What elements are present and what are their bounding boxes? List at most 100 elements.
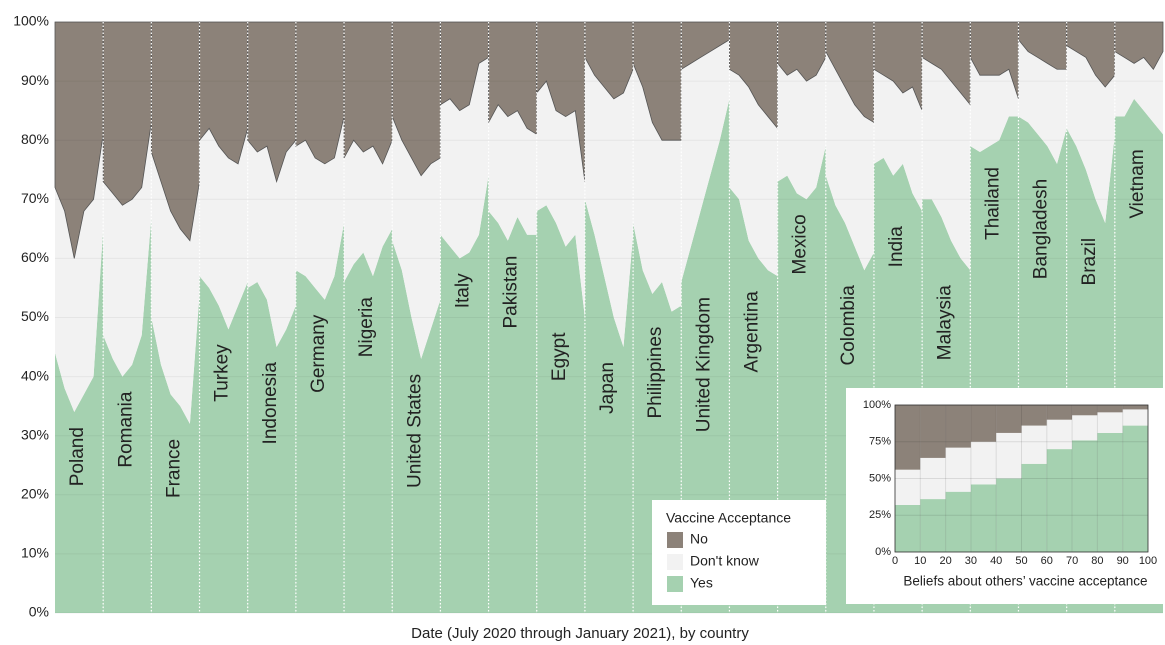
legend-label: Don't know (690, 553, 760, 569)
bar-2 (996, 478, 1022, 552)
y-tick-label: 10% (21, 545, 49, 561)
bar-1 (1122, 409, 1148, 426)
area-2 (392, 240, 441, 614)
x-tick-label: 0 (892, 555, 898, 567)
x-axis-label: Date (July 2020 through January 2021), b… (411, 625, 749, 642)
x-axis-label: Beliefs about others’ vaccine acceptance (903, 574, 1147, 589)
area-1 (922, 57, 971, 271)
country-label: United States (404, 374, 425, 488)
area-1 (633, 63, 682, 312)
country-label: Mexico (790, 214, 811, 274)
y-tick-label: 0% (29, 604, 49, 620)
country-label: Argentina (742, 291, 763, 373)
x-tick-label: 10 (914, 555, 926, 567)
y-tick-label: 70% (21, 190, 49, 206)
bar-0 (920, 405, 946, 458)
x-tick-label: 50 (1015, 555, 1027, 567)
x-tick-label: 40 (990, 555, 1002, 567)
area-2 (295, 222, 345, 613)
bar-0 (1021, 405, 1047, 426)
bar-0 (970, 405, 997, 442)
area-2 (681, 98, 730, 613)
area-0 (1114, 21, 1164, 70)
bar-1 (895, 469, 921, 505)
country-label: Vietnam (1127, 149, 1148, 218)
country-label: India (886, 226, 907, 268)
country-label: Indonesia (260, 362, 281, 445)
legend-title: Vaccine Acceptance (666, 510, 791, 526)
area-0 (343, 21, 393, 165)
area-1 (825, 51, 874, 271)
area-1 (151, 152, 200, 424)
area-1 (681, 39, 730, 283)
x-tick-label: 30 (965, 555, 977, 567)
area-1 (392, 116, 441, 359)
bar-0 (895, 405, 921, 470)
bar-2 (945, 491, 971, 552)
y-tick-label: 0% (875, 546, 891, 558)
country-label: Nigeria (356, 297, 377, 358)
area-2 (777, 146, 826, 614)
y-tick-label: 80% (21, 131, 49, 147)
country-label: Colombia (838, 285, 859, 366)
x-tick-label: 70 (1066, 555, 1078, 567)
country-label: Poland (67, 427, 88, 486)
bar-1 (1046, 419, 1073, 450)
area-1 (873, 69, 923, 212)
area-2 (488, 211, 537, 613)
country-label: Romania (115, 391, 136, 467)
country-label: Thailand (982, 167, 1003, 240)
bar-1 (970, 441, 997, 485)
y-tick-label: 75% (869, 436, 891, 448)
country-label: Brazil (1079, 238, 1100, 286)
country-label: Pakistan (501, 256, 522, 329)
area-1 (1018, 39, 1067, 164)
area-2 (55, 228, 104, 613)
area-1 (247, 140, 296, 348)
bar-1 (920, 457, 946, 500)
area-2 (536, 205, 585, 613)
y-tick-label: 90% (21, 72, 49, 88)
bar-0 (1046, 405, 1073, 420)
country-label: Egypt (549, 332, 570, 381)
area-1 (777, 57, 826, 200)
bar-1 (1097, 412, 1123, 433)
legend-label: Yes (690, 575, 713, 591)
country-label: United Kingdom (693, 297, 714, 432)
area-1 (295, 116, 345, 300)
area-1 (729, 69, 778, 277)
country-label: Germany (308, 314, 329, 393)
legend-label: No (690, 531, 708, 547)
country-label: Japan (597, 362, 618, 414)
x-tick-label: 60 (1041, 555, 1053, 567)
area-2 (247, 282, 296, 613)
bar-1 (1021, 425, 1047, 464)
area-2 (199, 276, 248, 613)
area-1 (488, 104, 537, 241)
y-tick-label: 30% (21, 426, 49, 442)
area-1 (344, 140, 393, 283)
x-tick-label: 90 (1117, 555, 1129, 567)
x-tick-label: 20 (939, 555, 951, 567)
x-tick-label: 80 (1091, 555, 1103, 567)
y-tick-label: 25% (869, 509, 891, 521)
area-2 (344, 228, 393, 613)
legend-swatch (667, 576, 683, 592)
area-0 (921, 21, 971, 106)
area-1 (55, 134, 104, 413)
country-label: Italy (453, 273, 474, 308)
bar-1 (945, 447, 971, 492)
country-label: France (163, 439, 184, 498)
country-label: Philippines (645, 327, 666, 419)
y-tick-label: 100% (863, 399, 891, 411)
legend-swatch (667, 554, 683, 570)
area-2 (584, 199, 634, 614)
bar-0 (1097, 405, 1123, 413)
area-2 (151, 293, 200, 613)
y-tick-label: 50% (869, 472, 891, 484)
area-0 (1018, 21, 1068, 70)
area-1 (584, 57, 634, 348)
bar-2 (1021, 463, 1047, 552)
